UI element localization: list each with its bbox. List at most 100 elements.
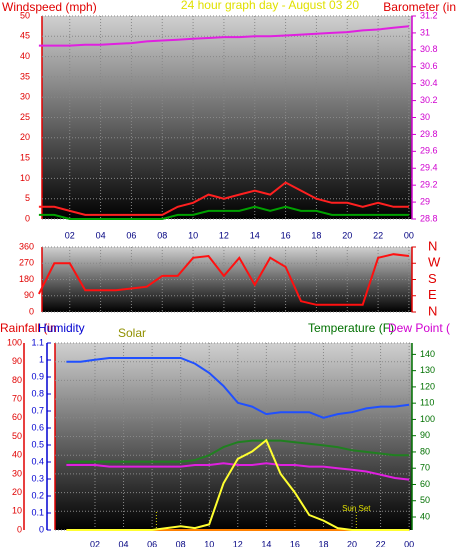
y2-tick-label: 30.4 — [420, 78, 438, 88]
y2-tick-label: 30.6 — [420, 61, 438, 71]
y2-tick-label: 29.6 — [420, 146, 438, 156]
event-label: Sun Set — [342, 504, 371, 513]
y-tick-label: 35 — [20, 71, 30, 81]
y3-tick-label: 0.1 — [31, 507, 44, 517]
y-tick-label: 45 — [20, 31, 30, 41]
x-tick-label: 20 — [347, 539, 357, 547]
series-line — [66, 438, 410, 531]
y-tick-label: 0 — [17, 524, 22, 534]
y-tick-label: 40 — [20, 51, 30, 61]
x-tick-label: 10 — [204, 539, 214, 547]
y-tick-label: 70 — [12, 393, 22, 403]
y2-tick-label: 100 — [420, 414, 435, 424]
y-tick-label: 10 — [12, 506, 22, 516]
y-tick-label: 80 — [12, 375, 22, 385]
y-tick-label: 5 — [25, 193, 30, 203]
x-tick-label: 22 — [376, 539, 386, 547]
y3-tick-label: 0.5 — [31, 439, 44, 449]
y2-tick-label: 140 — [420, 349, 435, 359]
x-tick-label: 14 — [261, 539, 271, 547]
series-line — [38, 181, 409, 216]
x-tick-label: 20 — [342, 230, 352, 240]
x-tick-label: 10 — [188, 230, 198, 240]
y2-tick-label: 28.8 — [420, 213, 438, 223]
y-tick-label: 30 — [12, 468, 22, 478]
y2-tick-label: 29.4 — [420, 163, 438, 173]
y2-tick-label: 29.8 — [420, 129, 438, 139]
y-tick-label: 100 — [7, 337, 22, 347]
series-line — [38, 25, 410, 47]
y2-tick-label: 40 — [420, 511, 430, 521]
x-tick-label: 02 — [90, 539, 100, 547]
y-tick-label: 270 — [19, 258, 34, 268]
y2-tick-label: 60 — [420, 479, 430, 489]
series-line — [66, 439, 410, 463]
y3-tick-label: 1 — [39, 354, 44, 364]
y2-tick-label: 29.2 — [420, 180, 438, 190]
plot-background — [42, 247, 412, 312]
y3-tick-label: 0.6 — [31, 422, 44, 432]
y2-tick-label: 30.2 — [420, 95, 438, 105]
x-tick-label: 02 — [65, 230, 75, 240]
x-tick-label: 12 — [233, 539, 243, 547]
y2-tick-label: 110 — [420, 398, 434, 408]
y2-tick-label: 30 — [420, 112, 430, 122]
y-tick-label: 50 — [20, 10, 30, 20]
y-tick-label: 15 — [20, 152, 30, 162]
y3-tick-label: 0.7 — [31, 405, 44, 415]
y-tick-label: 50 — [12, 431, 22, 441]
y2-tick-label: 30.8 — [420, 44, 438, 54]
x-tick-label: 00 — [404, 230, 414, 240]
x-tick-label: 18 — [311, 230, 321, 240]
y3-tick-label: 0.2 — [31, 490, 44, 500]
y-tick-label: 90 — [12, 356, 22, 366]
y-tick-label: 10 — [20, 173, 30, 183]
series-line — [38, 205, 409, 220]
y-tick-label: 20 — [20, 132, 30, 142]
x-tick-label: 04 — [119, 539, 129, 547]
y-tick-label: 25 — [20, 112, 30, 122]
x-tick-label: 18 — [318, 539, 328, 547]
y3-tick-label: 0.3 — [31, 473, 44, 483]
x-tick-label: 00 — [404, 539, 414, 547]
y2-tick-label: 120 — [420, 381, 435, 391]
y2-tick-label: 29 — [420, 196, 430, 206]
x-tick-label: 04 — [96, 230, 106, 240]
y2-tick-label: 31 — [420, 27, 430, 37]
x-tick-label: 08 — [157, 230, 167, 240]
y2-tick-label: 31.2 — [420, 10, 438, 20]
series-line — [66, 357, 410, 419]
series-line — [38, 253, 410, 306]
y2-tick-label: N — [428, 303, 437, 318]
y3-tick-label: 0.9 — [31, 371, 44, 381]
series-line — [66, 462, 410, 481]
axis-title: Windspeed (mph) — [2, 0, 97, 14]
chart-title: 24 hour graph day - August 03 20 — [181, 0, 359, 12]
x-tick-label: 22 — [373, 230, 383, 240]
x-tick-label: 06 — [126, 230, 136, 240]
y-tick-label: 0 — [25, 213, 30, 223]
plot-background — [42, 16, 412, 219]
x-tick-label: 08 — [176, 539, 186, 547]
y2-tick-label: 50 — [420, 495, 430, 505]
axis-title: Humidity — [38, 321, 85, 335]
y3-tick-label: 1.1 — [31, 337, 44, 347]
x-tick-label: 06 — [147, 539, 157, 547]
x-tick-label: 16 — [290, 539, 300, 547]
y2-tick-label: 70 — [420, 463, 430, 473]
y-tick-label: 180 — [19, 274, 34, 284]
y-tick-label: 20 — [12, 487, 22, 497]
x-tick-label: 14 — [250, 230, 260, 240]
axis-title: Dew Point ( — [388, 321, 450, 335]
y-tick-label: 60 — [12, 412, 22, 422]
axis-title: Rainfall (in — [0, 321, 57, 335]
y3-tick-label: 0.8 — [31, 388, 44, 398]
y3-tick-label: 0 — [39, 524, 44, 534]
x-tick-label: 12 — [219, 230, 229, 240]
y2-tick-label: N — [428, 238, 437, 253]
y2-tick-label: 90 — [420, 430, 430, 440]
x-tick-label: 16 — [281, 230, 291, 240]
y-tick-label: 0 — [29, 306, 34, 316]
y3-tick-label: 0.4 — [31, 456, 44, 466]
y2-tick-label: 130 — [420, 365, 435, 375]
